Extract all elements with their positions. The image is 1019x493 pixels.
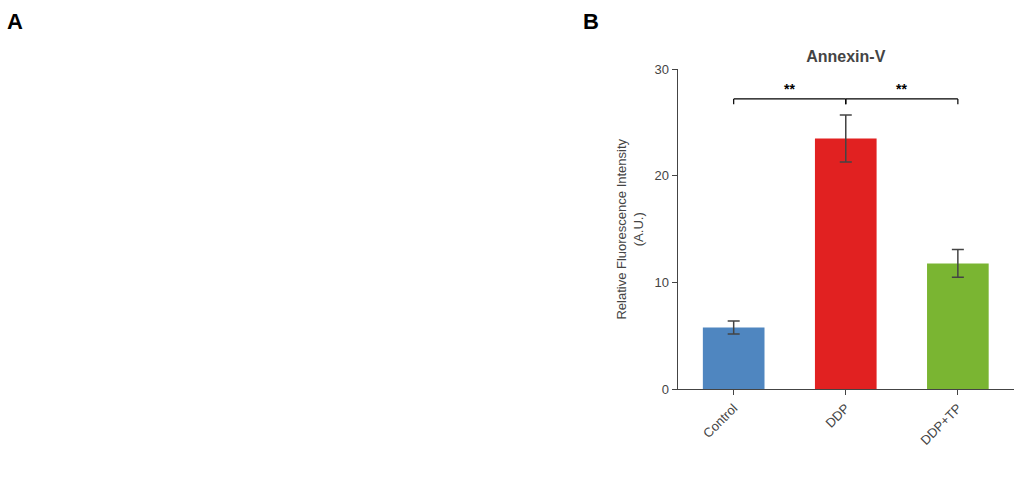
svg-text:DDP+TP: DDP+TP bbox=[917, 401, 964, 448]
svg-text:Annexin-V: Annexin-V bbox=[806, 48, 885, 65]
svg-text:DDP: DDP bbox=[822, 401, 852, 431]
svg-text:20: 20 bbox=[655, 168, 669, 183]
svg-text:30: 30 bbox=[655, 62, 669, 77]
svg-text:Relative Fluorescence Intensit: Relative Fluorescence Intensity(A.U.) bbox=[614, 138, 646, 319]
svg-text:Control: Control bbox=[700, 401, 740, 441]
svg-text:B: B bbox=[583, 9, 599, 34]
svg-text:**: ** bbox=[784, 81, 795, 97]
svg-text:10: 10 bbox=[655, 275, 669, 290]
svg-text:0: 0 bbox=[662, 382, 669, 397]
svg-text:A: A bbox=[7, 9, 23, 34]
svg-text:**: ** bbox=[896, 81, 907, 97]
